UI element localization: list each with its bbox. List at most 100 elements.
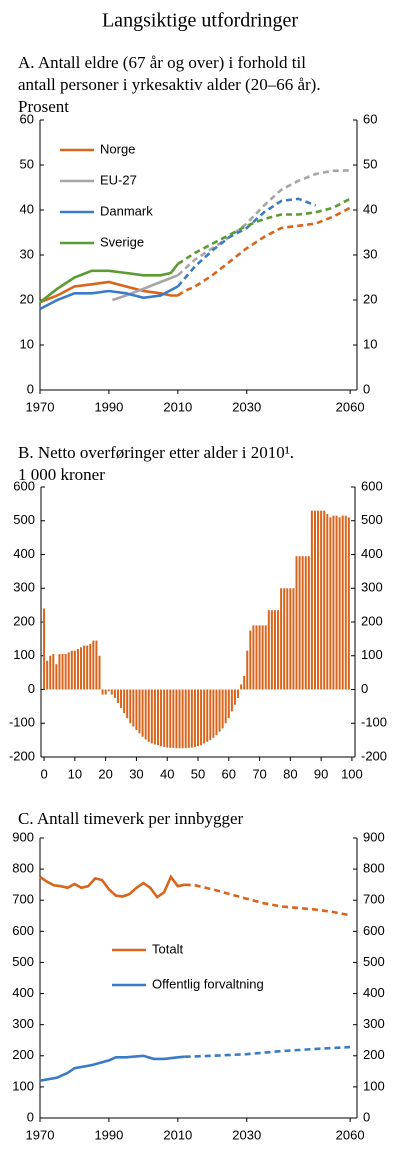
series-line [177, 206, 351, 297]
bar [289, 588, 292, 690]
bar [240, 684, 243, 690]
y-tick-label: 10 [20, 336, 34, 351]
chart-title: A. Antall eldre (67 år og over) i forhol… [18, 53, 306, 72]
series-line [176, 169, 351, 277]
bar [49, 655, 52, 690]
bar [61, 654, 64, 690]
bar [107, 689, 110, 692]
legend-label: Norge [100, 141, 135, 156]
bar [67, 652, 70, 690]
bar [286, 588, 289, 690]
y2-tick-label: 50 [363, 156, 377, 171]
y2-tick-label: 200 [361, 613, 383, 628]
series-line [177, 197, 351, 266]
bar [43, 608, 46, 690]
legend-label: Danmark [100, 203, 153, 218]
bar [132, 689, 135, 727]
bar [227, 689, 230, 719]
x-tick-label: 70 [252, 766, 266, 781]
y2-tick-label: 0 [361, 681, 368, 696]
bar [209, 689, 212, 741]
y-tick-label: 30 [20, 246, 34, 261]
y-tick-label: 60 [20, 111, 34, 126]
bar [196, 689, 200, 747]
y2-tick-label: 100 [361, 647, 383, 662]
y-tick-label: 200 [12, 1047, 34, 1062]
x-tick-label: 20 [98, 766, 112, 781]
x-tick-label: 1990 [94, 399, 123, 414]
bar [277, 610, 280, 690]
bar [123, 689, 126, 714]
bar [172, 689, 175, 748]
bar [104, 689, 107, 695]
bar [347, 517, 350, 690]
bar [243, 676, 246, 690]
bar [46, 660, 49, 690]
bar [200, 689, 203, 746]
bar [120, 689, 123, 709]
x-tick-label: 30 [129, 766, 143, 781]
series-line [39, 263, 179, 304]
bar [301, 556, 304, 690]
y-tick-label: 300 [12, 1016, 34, 1031]
y2-tick-label: 500 [363, 954, 385, 969]
x-tick-label: 80 [283, 766, 297, 781]
y-tick-label: 0 [28, 681, 35, 696]
y-tick-label: 700 [12, 892, 34, 907]
y-tick-label: 900 [12, 829, 34, 844]
y-tick-label: -100 [9, 715, 35, 730]
bar [178, 689, 181, 749]
series-line [39, 874, 185, 899]
bar [320, 510, 323, 690]
y2-tick-label: 900 [363, 829, 385, 844]
bar [224, 689, 227, 724]
bar [310, 510, 313, 690]
bar [126, 689, 129, 719]
y-tick-label: 0 [27, 381, 34, 396]
bar [252, 625, 255, 690]
bar [270, 610, 273, 690]
x-tick-label: 40 [160, 766, 174, 781]
y2-tick-label: 500 [361, 512, 383, 527]
bar [190, 689, 193, 748]
y-tick-label: 500 [12, 954, 34, 969]
y2-tick-label: 200 [363, 1047, 385, 1062]
bar [83, 645, 86, 690]
y2-tick-label: 0 [363, 1109, 370, 1124]
bar [267, 610, 270, 690]
bar [335, 515, 338, 690]
series-line [184, 1045, 351, 1058]
x-tick-label: 50 [191, 766, 205, 781]
bar [212, 689, 215, 738]
bar [258, 625, 261, 690]
bar [332, 515, 335, 690]
y2-tick-label: 30 [363, 246, 377, 261]
y-tick-label: 300 [13, 580, 35, 595]
bar [307, 556, 310, 690]
bar [193, 689, 196, 747]
bar [129, 689, 132, 724]
x-tick-label: 100 [341, 766, 363, 781]
x-tick-label: 0 [40, 766, 47, 781]
bar [58, 654, 61, 690]
bar [184, 689, 187, 749]
chart-title: 1 000 kroner [18, 465, 105, 484]
y2-tick-label: -100 [361, 715, 387, 730]
y-tick-label: 400 [13, 546, 35, 561]
bar [150, 689, 153, 744]
y-tick-label: -200 [9, 748, 35, 763]
x-tick-label: 60 [222, 766, 236, 781]
chart-title: B. Netto overføringer etter alder i 2010… [18, 443, 294, 462]
bar [329, 517, 332, 690]
bar [147, 689, 150, 742]
bar [64, 654, 67, 690]
y2-tick-label: 60 [363, 111, 377, 126]
y2-tick-label: 0 [363, 381, 370, 396]
y2-tick-label: 800 [363, 861, 385, 876]
bar [160, 689, 163, 747]
bar [344, 515, 347, 690]
bar [156, 689, 159, 746]
bar [264, 625, 267, 690]
bar [295, 556, 298, 690]
